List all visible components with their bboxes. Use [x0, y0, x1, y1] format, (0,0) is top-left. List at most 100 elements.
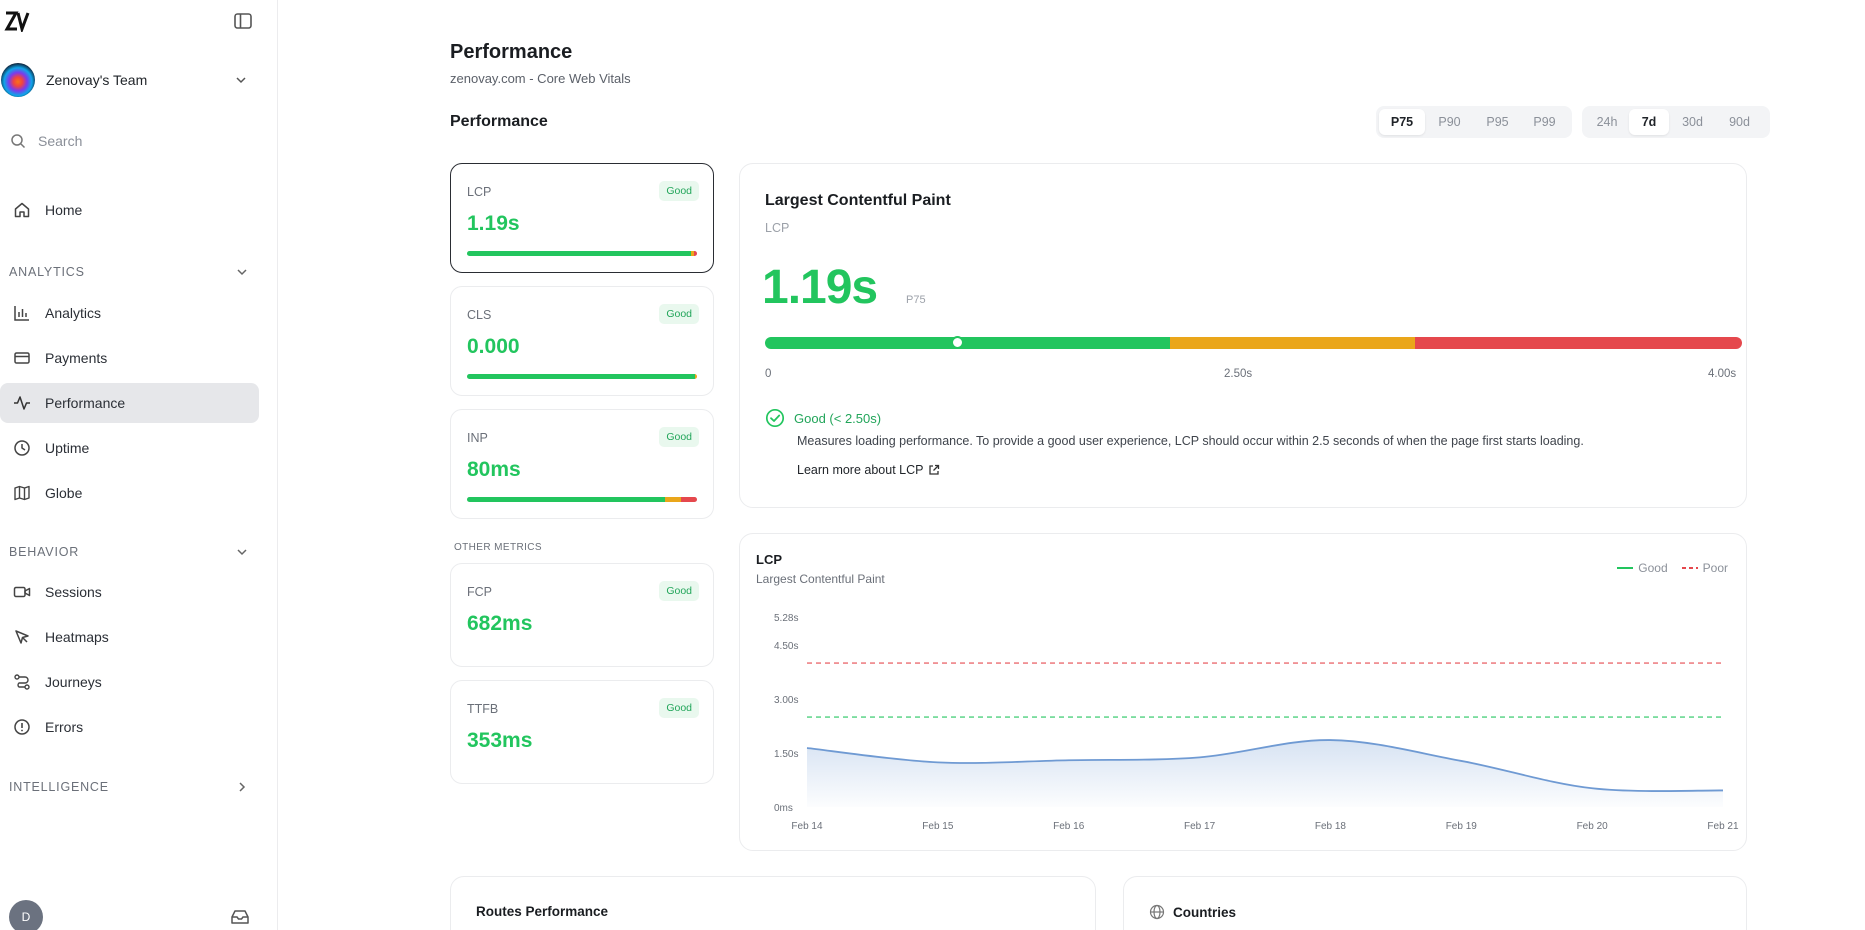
video-icon [11, 581, 33, 603]
user-avatar[interactable]: D [9, 900, 43, 930]
legend-item-poor: Poor [1681, 561, 1728, 575]
check-circle-icon [765, 408, 785, 428]
status-text: Good (< 2.50s) [794, 410, 882, 426]
sidebar-toggle-icon[interactable] [232, 10, 254, 32]
sidebar-item-globe[interactable]: Globe [0, 473, 259, 513]
scale-segment-needs-improvement [1170, 337, 1415, 349]
page-subtitle: zenovay.com - Core Web Vitals [450, 71, 631, 86]
range-option-7d[interactable]: 7d [1629, 109, 1669, 135]
behavior-section-header[interactable]: BEHAVIOR [9, 545, 249, 559]
other-metrics-label: OTHER METRICS [454, 542, 542, 553]
metric-card-cls[interactable]: CLS Good 0.000 [450, 286, 714, 396]
sidebar-item-label: Performance [45, 395, 126, 411]
metric-detail-panel: Largest Contentful Paint LCP 1.19s P75 0… [739, 163, 1747, 508]
learn-more-link[interactable]: Learn more about LCP [797, 463, 940, 477]
metric-distribution-bar [467, 374, 697, 379]
x-tick-label: Feb 19 [1446, 821, 1478, 832]
globe-icon [1149, 904, 1165, 920]
scale-tick-label: 0 [765, 368, 772, 380]
scale-marker [951, 336, 965, 349]
chart-title: LCP [756, 552, 782, 567]
legend-swatch-good [1617, 567, 1634, 569]
x-tick-label: Feb 16 [1053, 821, 1085, 832]
cursor-icon [11, 626, 33, 648]
percentile-option-p90[interactable]: P90 [1438, 115, 1461, 129]
sidebar-item-label: Heatmaps [45, 629, 109, 645]
team-avatar [1, 63, 35, 97]
chevron-down-icon [237, 549, 247, 556]
countries-card: Countries [1123, 876, 1747, 930]
sidebar-item-sessions[interactable]: Sessions [0, 572, 259, 612]
analytics-section-header[interactable]: ANALYTICS [9, 265, 249, 279]
bar-segment-good [467, 374, 695, 379]
sidebar-item-uptime[interactable]: Uptime [0, 428, 259, 468]
sidebar-item-home[interactable]: Home [0, 190, 259, 230]
search-input[interactable]: Search [10, 133, 82, 149]
chevron-down-icon [236, 77, 246, 84]
routes-title: Routes Performance [476, 904, 609, 919]
chevron-down-icon [237, 269, 247, 276]
range-option-90d[interactable]: 90d [1729, 115, 1750, 129]
percentile-option-p95[interactable]: P95 [1486, 115, 1509, 129]
bar-segment-needs-improvement [694, 374, 697, 379]
metric-card-inp[interactable]: INP Good 80ms [450, 409, 714, 519]
range-option-30d[interactable]: 30d [1682, 115, 1703, 129]
bar-chart-icon [11, 302, 33, 324]
range-option-24h[interactable]: 24h [1596, 115, 1618, 129]
external-link-icon [929, 464, 940, 475]
section-title: Performance [450, 113, 548, 130]
sidebar-item-label: Uptime [45, 440, 90, 456]
metric-card-ttfb[interactable]: TTFB Good 353ms [450, 680, 714, 784]
inbox-icon[interactable] [230, 908, 250, 926]
metric-name: LCP [467, 185, 492, 199]
route-icon [11, 671, 33, 693]
section-label: ANALYTICS [9, 265, 85, 279]
chart-subtitle: Largest Contentful Paint [756, 572, 885, 586]
zenovay-logo-icon[interactable] [4, 10, 30, 32]
sidebar-item-label: Payments [45, 350, 108, 366]
sidebar: Zenovay's Team Search Home ANALYTICS Ana… [0, 0, 278, 930]
sidebar-item-journeys[interactable]: Journeys [0, 662, 259, 702]
intelligence-section-header[interactable]: INTELLIGENCE [9, 780, 249, 794]
learn-more-label: Learn more about LCP [797, 463, 924, 477]
sidebar-item-label: Home [45, 202, 83, 218]
percentile-option-p75[interactable]: P75 [1379, 109, 1425, 135]
x-tick-label: Feb 17 [1184, 821, 1216, 832]
metric-name: TTFB [467, 702, 499, 716]
detail-value: 1.19s [762, 261, 878, 314]
metric-card-lcp[interactable]: LCP Good 1.19s [450, 163, 714, 273]
countries-header: Countries [1149, 904, 1236, 920]
y-tick-label: 4.50s [774, 641, 798, 652]
main-content: Performance zenovay.com - Core Web Vital… [279, 0, 1865, 930]
search-icon [11, 134, 26, 149]
bar-segment-good [467, 497, 665, 502]
status-badge: Good [659, 427, 699, 447]
status-badge: Good [659, 698, 699, 718]
sidebar-item-payments[interactable]: Payments [0, 338, 259, 378]
sidebar-item-label: Sessions [45, 584, 102, 600]
bar-segment-good [467, 251, 692, 256]
sidebar-item-label: Errors [45, 719, 84, 735]
y-tick-label: 1.50s [774, 749, 798, 760]
x-tick-label: Feb 15 [922, 821, 954, 832]
bar-segment-poor [680, 497, 697, 502]
percentile-option-p99[interactable]: P99 [1533, 115, 1556, 129]
series-line [806, 739, 1724, 792]
sidebar-item-errors[interactable]: Errors [0, 707, 259, 747]
y-tick-label: 3.00s [774, 695, 798, 706]
metric-value: 353ms [467, 729, 533, 752]
scale-segment-poor [1414, 337, 1742, 349]
threshold-scale-bar [765, 337, 1742, 349]
metric-card-fcp[interactable]: FCP Good 682ms [450, 563, 714, 667]
status-badge: Good [659, 304, 699, 324]
sidebar-item-analytics[interactable]: Analytics [0, 293, 259, 333]
sidebar-item-heatmaps[interactable]: Heatmaps [0, 617, 259, 657]
team-switcher[interactable]: Zenovay's Team [0, 62, 260, 98]
metric-name: FCP [467, 585, 492, 599]
time-range-selector: 24h 7d 30d 90d [1582, 106, 1770, 138]
metric-distribution-bar [467, 251, 697, 256]
legend-swatch-poor [1681, 567, 1698, 569]
sidebar-item-performance[interactable]: Performance [0, 383, 259, 423]
alert-circle-icon [11, 716, 33, 738]
metric-name: CLS [467, 308, 492, 322]
